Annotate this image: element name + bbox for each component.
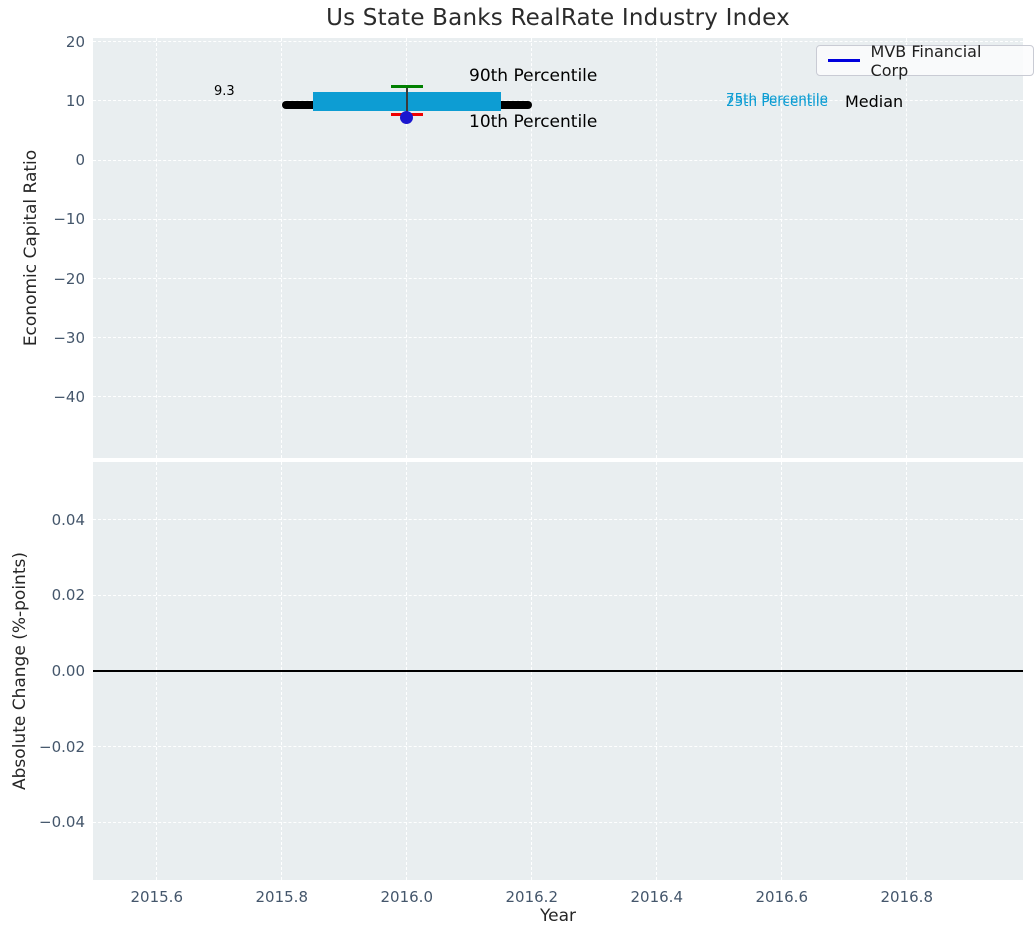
x-tick-label: 2016.6 [755,888,809,906]
x-tick-label: 2016.4 [630,888,684,906]
y-tick-label: −0.04 [39,813,85,832]
series-zero-baseline [93,670,1023,672]
x-tick-label: 2015.8 [255,888,309,906]
legend-line-icon [828,59,860,62]
y-gridline [93,519,1023,521]
y-tick-label: −40 [53,387,85,406]
chart-title: Us State Banks RealRate Industry Index [326,5,790,31]
y-tick-label: −30 [53,328,85,347]
y-gridline [93,278,1023,279]
y-gridline [93,594,1023,596]
x-gridline [531,38,533,458]
x-tick-label: 2016.2 [505,888,559,906]
series-90th-percentile [390,84,423,89]
x-tick-label: 2016.8 [880,888,934,906]
x-gridline [656,38,658,458]
legend-label: MVB Financial Corp [870,41,982,80]
y-gridline [93,821,1023,823]
series-percentile-whisker [406,86,408,115]
x-gridline [156,38,158,458]
p10-annotation: 10th Percentile [469,112,598,132]
x-axis-label: Year [540,906,576,926]
y-tick-label: 0.04 [51,510,85,529]
y-gridline [93,159,1023,161]
y-tick-label: 0.00 [51,662,85,680]
y-tick-label: −20 [53,269,85,288]
legend: MVB Financial Corp [816,42,1034,80]
x-gridline [281,38,283,458]
top-y-axis-label: Economic Capital Ratio [21,149,41,347]
median-annotation: Median [845,92,904,111]
series-mvb-financial-corp [400,110,414,124]
median-value-annotation: 9.3 [214,84,235,99]
y-tick-label: 0 [75,151,85,170]
x-tick-label: 2015.6 [130,888,184,906]
y-tick-label: 20 [65,32,85,51]
p90-annotation: 90th Percentile [469,66,598,86]
y-gridline [93,396,1023,398]
y-tick-label: 10 [65,91,85,110]
x-tick-label: 2016.0 [380,888,434,906]
y-gridline [93,337,1023,339]
bottom-plot-area [93,462,1023,880]
x-gridline [906,38,908,458]
y-gridline [93,218,1023,220]
p25-annotation: 25th Percentile [726,94,828,110]
y-gridline [93,746,1023,748]
y-tick-label: 0.02 [51,586,85,605]
y-tick-label: −0.02 [39,737,85,756]
y-tick-label: −10 [53,210,85,229]
p75-annotation: 75th Percentile [726,91,828,107]
